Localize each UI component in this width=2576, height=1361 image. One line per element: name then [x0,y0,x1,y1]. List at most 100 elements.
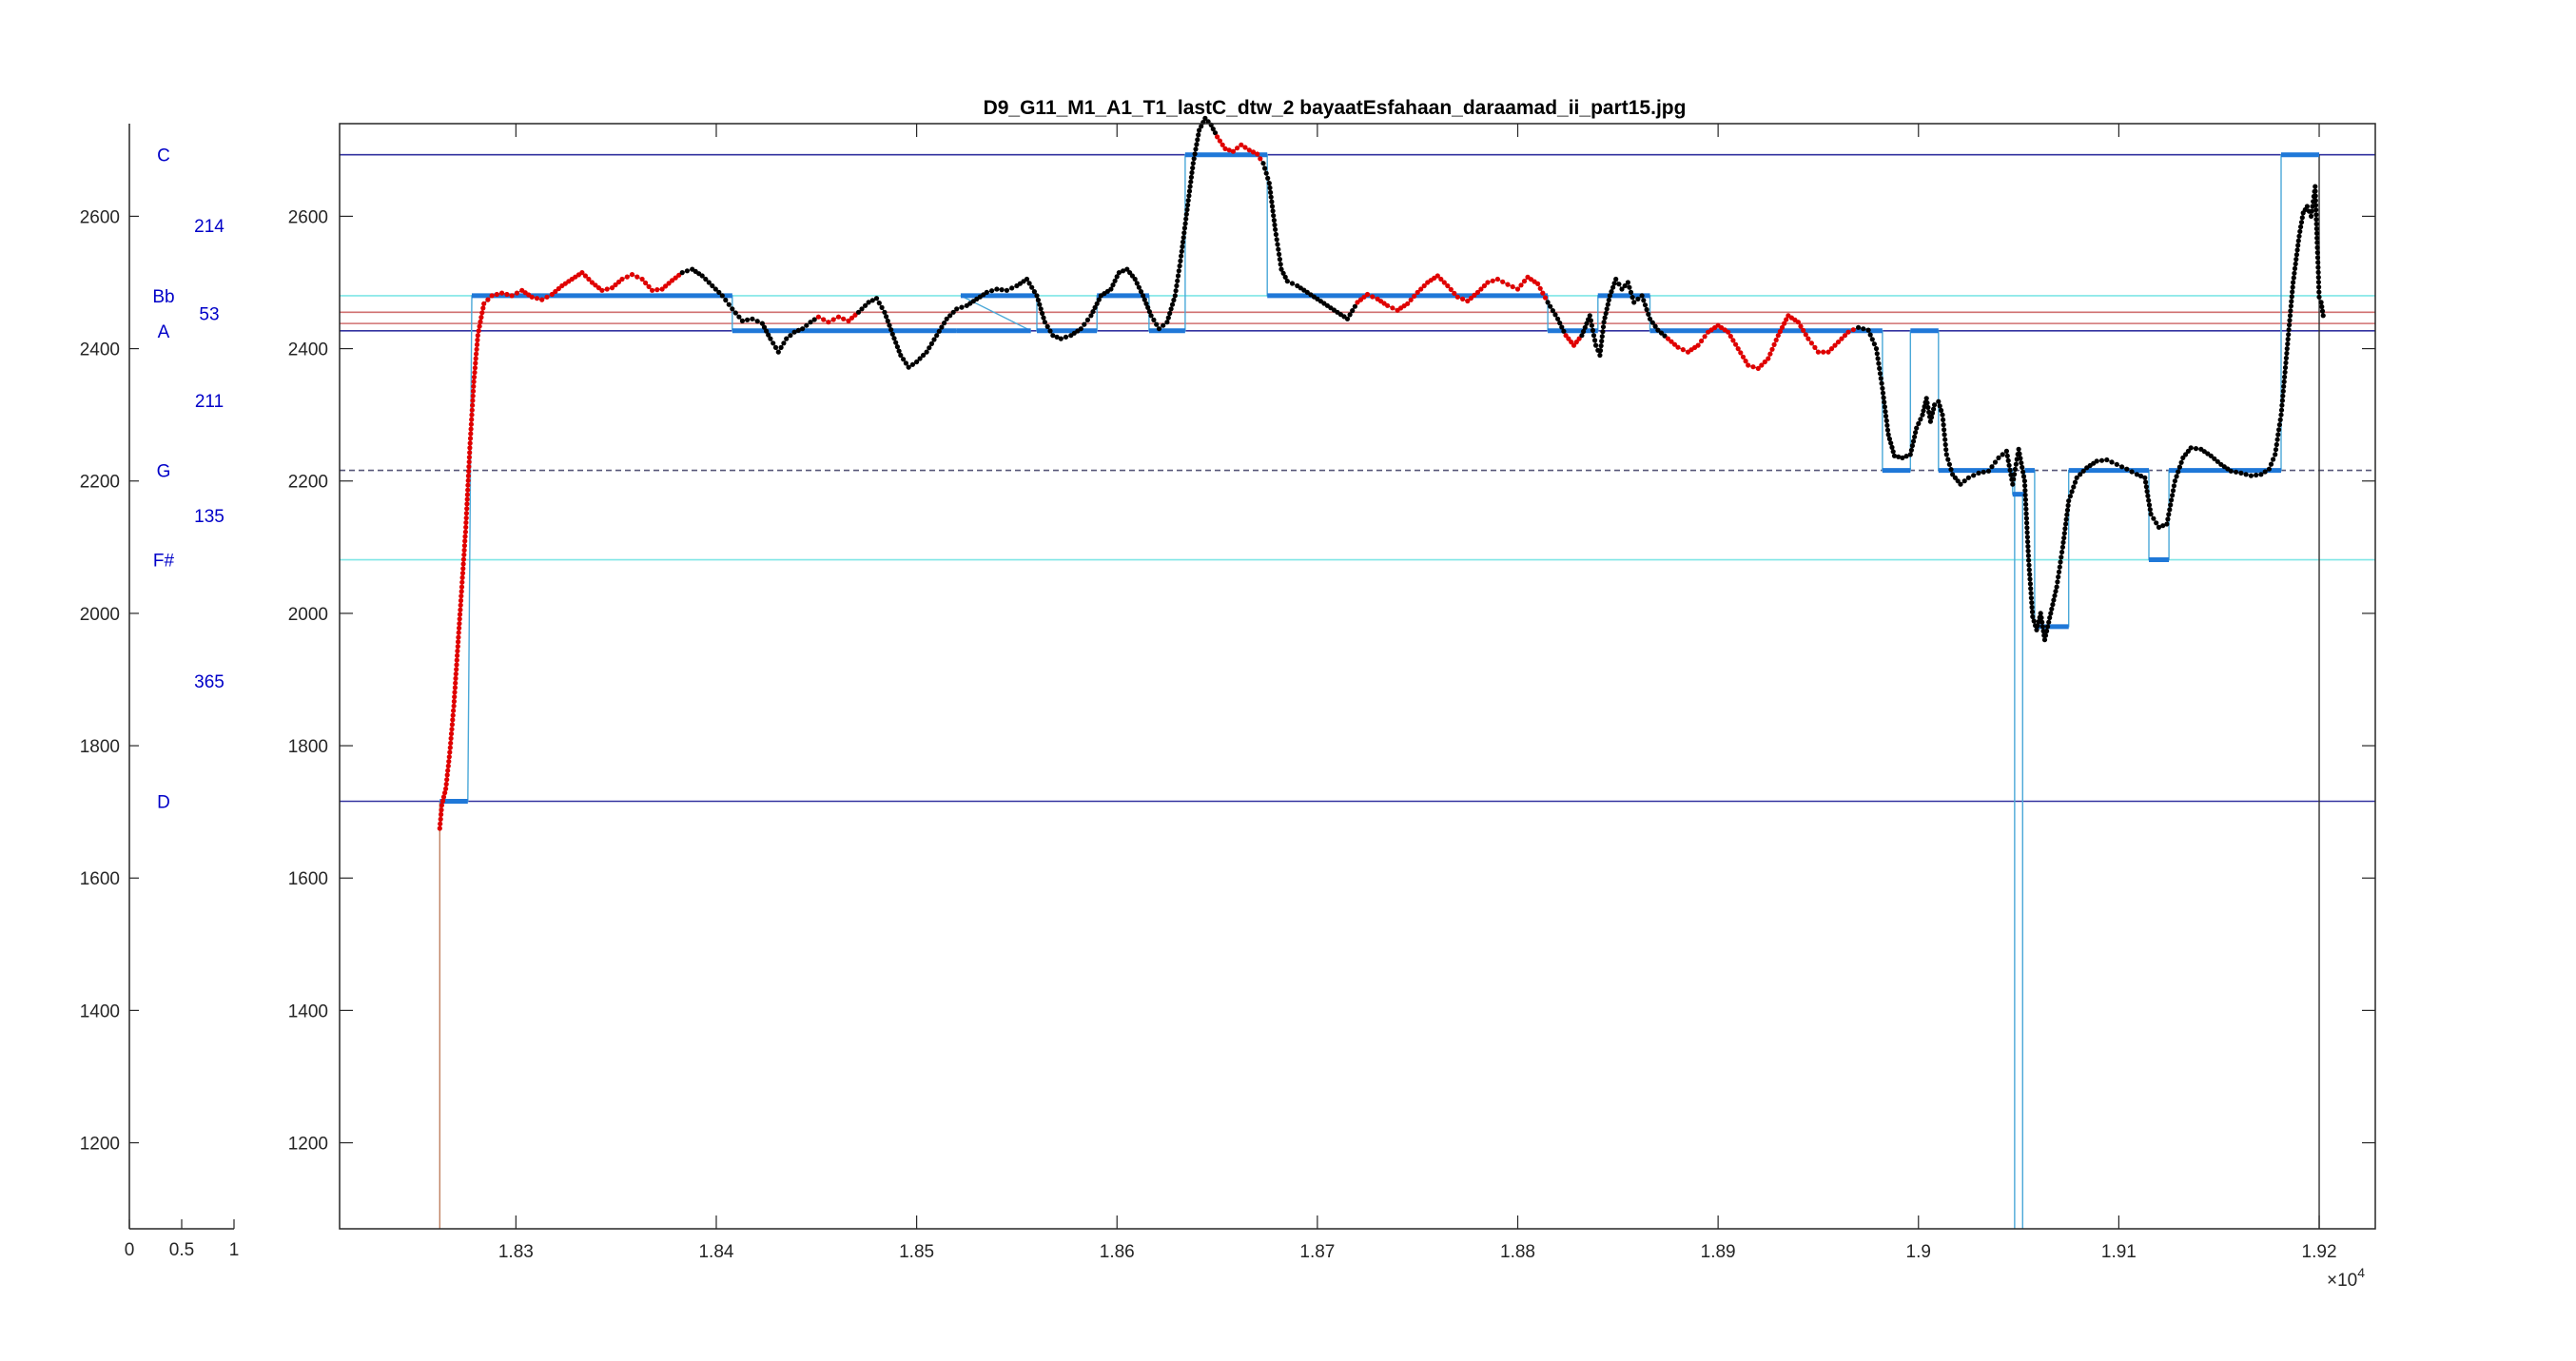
contour-point [2276,427,2282,433]
contour-point [2148,511,2154,517]
contour-point [1278,262,1283,267]
contour-point [1943,447,1949,453]
contour-point [1883,409,1888,415]
contour-point [1195,137,1200,143]
contour-point [1652,323,1658,329]
contour-point [2010,481,2016,487]
contour-point [1164,320,1170,325]
contour-point [467,445,473,451]
contour-point [2072,479,2078,485]
contour-point [1242,145,1248,150]
contour-point [455,648,460,654]
contour-point [1370,294,1376,300]
contour-point [1181,230,1187,236]
contour-point [2314,230,2320,236]
contour-point [2074,475,2079,480]
contour-point [2160,523,2166,529]
contour-point [1260,161,1266,166]
contour-point [1284,279,1290,284]
contour-point [1882,399,1887,405]
contour-point [1460,296,1466,301]
contour-point [2147,507,2153,513]
contour-point [2169,497,2175,503]
contour-point [1771,341,1777,347]
contour-point [2313,193,2318,199]
contour-point [599,287,605,293]
contour-point [440,794,447,800]
quantized-step-line [439,154,2320,1229]
contour-point [852,312,858,318]
contour-point [1268,189,1274,195]
contour-point [624,274,630,280]
contour-point [1180,239,1186,245]
contour-point [471,374,478,380]
contour-point [1037,301,1043,307]
contour-point [2025,553,2031,558]
contour-point [1222,146,1228,151]
contour-point [1627,284,1632,290]
contour-point [2029,604,2035,611]
contour-point [1289,281,1296,286]
contour-point [473,356,478,361]
contour-point [811,317,817,322]
contour-point [1472,292,1477,298]
contour-point [1611,281,1617,286]
contour-point [472,365,478,371]
contour-point [457,612,463,617]
contour-point [465,477,471,483]
contour-point [1909,443,1915,449]
contour-point [478,315,484,321]
contour-point [894,344,901,350]
contour-point [1132,276,1138,282]
contour-point [2007,467,2013,473]
contour-point [2314,250,2320,256]
left-y-tick-label: 2600 [80,207,120,227]
contour-point [1856,324,1862,330]
contour-point [464,492,470,497]
contour-point [855,309,862,315]
contour-point [2313,225,2319,232]
contour-point [1942,432,1947,437]
contour-point [921,352,927,359]
contour-point [1865,327,1871,333]
contour-point [869,298,875,303]
contour-point [1350,308,1356,314]
contour-point [1034,293,1040,299]
contour-point [2022,488,2028,494]
contour-point [1357,297,1364,302]
contour-point [2012,466,2019,472]
contour-point [2069,489,2075,495]
contour-point [2284,346,2290,352]
contour-point [1082,321,1087,327]
contour-point [1199,124,1204,129]
contour-point [1599,334,1605,340]
contour-point [452,694,458,700]
contour-point [1267,185,1273,191]
contour-point [464,496,470,502]
contour-point [1176,268,1181,274]
contour-point [468,431,474,437]
contour-point [1239,142,1244,147]
contour-point [1665,336,1671,341]
contour-point [2027,576,2033,582]
contour-point [1942,427,1947,433]
contour-point [444,777,450,783]
contour-point [2315,264,2321,270]
contour-point [1235,146,1240,151]
contour-point [1282,274,1288,280]
contour-point [1726,329,1731,335]
contour-point [466,464,472,470]
contour-point [1644,306,1649,313]
contour-point [1808,340,1814,346]
contour-point [1828,346,1835,352]
contour-point [586,276,592,282]
contour-point [1029,284,1035,290]
contour-point [1740,354,1747,360]
contour-point [1277,251,1282,257]
contour-point [464,501,470,507]
contour-point [1193,146,1199,152]
contour-point [909,361,916,367]
contour-point [2295,238,2301,243]
contour-point [2048,611,2054,616]
